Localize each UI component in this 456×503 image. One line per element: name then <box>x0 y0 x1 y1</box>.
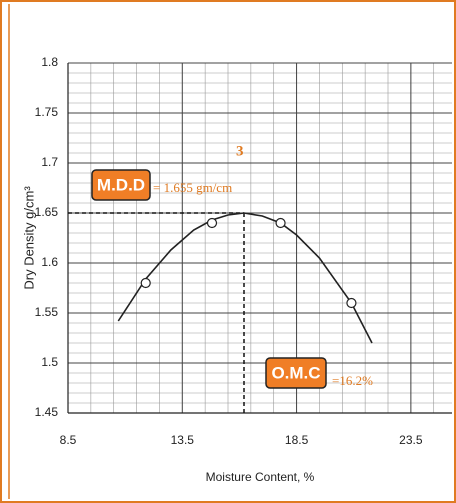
y-tick-label: 1.5 <box>41 355 58 369</box>
y-tick-label: 1.7 <box>41 155 58 169</box>
annotation-value: = 1.655 gm/cm <box>153 180 232 195</box>
annotation-value: =16.2% <box>332 373 373 388</box>
y-tick-label: 1.45 <box>35 405 59 419</box>
y-tick-label: 1.55 <box>35 305 59 319</box>
x-tick-label: 23.5 <box>399 433 423 447</box>
annotation-label: M.D.D <box>97 175 145 194</box>
annotation-box <box>265 357 327 389</box>
data-point <box>346 297 357 309</box>
y-tick-label: 1.75 <box>35 105 59 119</box>
x-tick-label: 13.5 <box>171 433 195 447</box>
annotation-power: 3 <box>236 143 244 159</box>
x-tick-label: 8.5 <box>60 433 77 447</box>
x-axis-label: Moisture Content, % <box>206 470 315 484</box>
y-tick-label: 1.8 <box>41 55 58 69</box>
annotation-box <box>91 169 151 201</box>
data-point <box>275 217 286 229</box>
x-tick-label: 18.5 <box>285 433 309 447</box>
y-axis-label: Dry Density g/cm³ <box>21 186 36 290</box>
data-point <box>206 217 218 229</box>
data-point <box>140 277 151 289</box>
y-tick-label: 1.6 <box>41 255 58 269</box>
curve <box>117 212 373 344</box>
y-tick-label: 1.65 <box>35 205 59 219</box>
annotation-label: O.M.C <box>271 363 320 382</box>
